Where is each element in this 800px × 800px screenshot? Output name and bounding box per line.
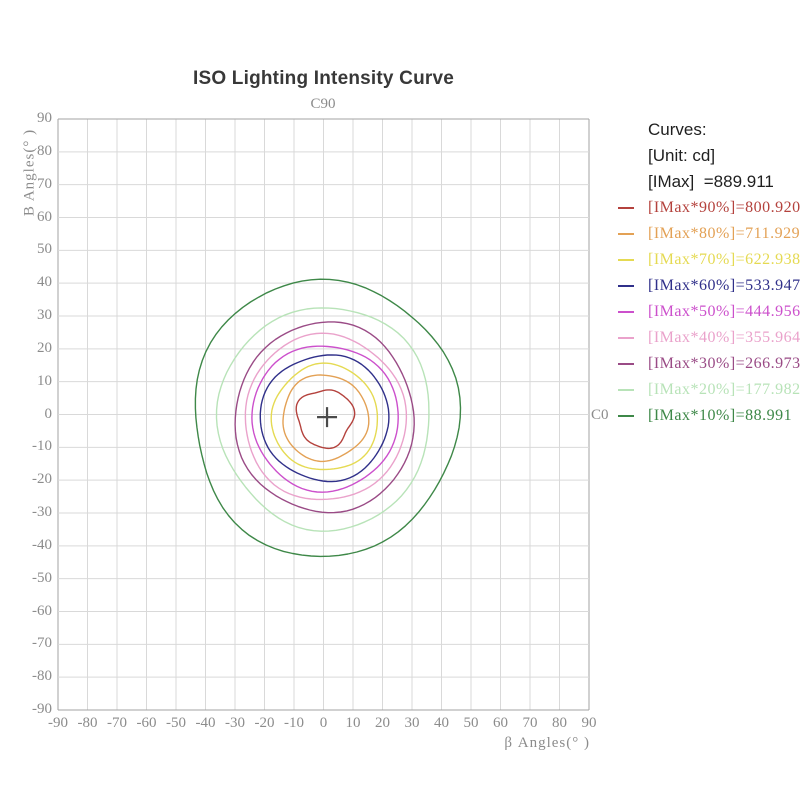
x-tick-label--60: -60 bbox=[136, 715, 157, 731]
x-tick-label-60: 60 bbox=[493, 715, 508, 731]
legend-swatch-line-icon bbox=[618, 233, 634, 235]
y-tick-label--50: -50 bbox=[32, 569, 52, 586]
y-tick-label-40: 40 bbox=[37, 274, 52, 291]
legend-swatch-line-icon bbox=[618, 207, 634, 209]
x-tick-label-10: 10 bbox=[345, 715, 361, 731]
legend-entries: [IMax*90%]=800.920 [IMax*80%]=711.929 [IMa… bbox=[616, 195, 800, 429]
y-tick-label-10: 10 bbox=[37, 372, 52, 389]
iso-curve-40pct bbox=[244, 332, 408, 501]
y-tick-label--10: -10 bbox=[32, 438, 52, 455]
iso-curve-80pct bbox=[282, 374, 370, 463]
legend-entry: [IMax*40%]=355.964 bbox=[616, 325, 800, 351]
y-tick-label--90: -90 bbox=[32, 701, 52, 717]
y-tick-label-30: 30 bbox=[37, 307, 52, 323]
legend-entry-label: [IMax*60%]=533.947 bbox=[648, 277, 800, 294]
iso-curve-50pct bbox=[251, 345, 399, 493]
x-tick-label--80: -80 bbox=[77, 715, 98, 731]
legend-entry-label: [IMax*70%]=622.938 bbox=[648, 251, 800, 268]
legend: Curves: [Unit: cd] [IMax] =889.911 [IMax… bbox=[616, 117, 800, 429]
iso-curve-70pct bbox=[270, 362, 379, 471]
legend-entry: [IMax*70%]=622.938 bbox=[616, 247, 800, 273]
x-tick-label-50: 50 bbox=[463, 715, 479, 731]
x-tick-label-30: 30 bbox=[404, 715, 420, 731]
y-tick-label--30: -30 bbox=[32, 504, 52, 520]
legend-swatch-line-icon bbox=[618, 389, 634, 391]
legend-swatch-line-icon bbox=[618, 337, 634, 339]
y-tick-label-70: 70 bbox=[37, 175, 52, 192]
legend-entry: [IMax*10%]=88.991 bbox=[616, 403, 800, 429]
c0-plane-label: C0 bbox=[591, 407, 609, 423]
y-tick-label--20: -20 bbox=[32, 471, 52, 488]
legend-entry-label: [IMax*20%]=177.982 bbox=[648, 381, 800, 398]
x-tick-label--10: -10 bbox=[284, 715, 304, 731]
legend-swatch-line-icon bbox=[618, 259, 634, 261]
legend-entry-label: [IMax*10%]=88.991 bbox=[648, 407, 793, 424]
y-tick-label--60: -60 bbox=[32, 602, 52, 619]
legend-entry: [IMax*60%]=533.947 bbox=[616, 273, 800, 299]
x-tick-label--50: -50 bbox=[166, 715, 186, 731]
x-tick-label-0: 0 bbox=[319, 715, 328, 731]
legend-entry: [IMax*90%]=800.920 bbox=[616, 195, 800, 221]
y-tick-label-80: 80 bbox=[37, 142, 52, 159]
x-tick-label-90: 90 bbox=[581, 715, 597, 731]
legend-unit-line: [Unit: cd] bbox=[648, 146, 716, 165]
x-axis-title: β Angles(° ) bbox=[504, 735, 590, 751]
x-tick-label-80: 80 bbox=[552, 715, 567, 731]
iso-curve-60pct bbox=[259, 354, 390, 483]
legend-swatch-line-icon bbox=[618, 363, 634, 365]
iso-curve-90pct bbox=[295, 389, 356, 450]
legend-entry-label: [IMax*40%]=355.964 bbox=[648, 329, 800, 346]
y-tick-label-50: 50 bbox=[37, 241, 52, 258]
legend-swatch-line-icon bbox=[618, 415, 634, 417]
iso-curve-20pct bbox=[215, 307, 430, 532]
y-tick-label--40: -40 bbox=[32, 536, 52, 553]
x-tick-label-20: 20 bbox=[375, 715, 390, 731]
legend-entry: [IMax*80%]=711.929 bbox=[616, 221, 800, 247]
iso-curve-30pct bbox=[234, 321, 415, 514]
x-tick-label-70: 70 bbox=[522, 715, 538, 731]
y-tick-label--80: -80 bbox=[32, 668, 52, 685]
legend-swatch-line-icon bbox=[618, 285, 634, 287]
y-tick-label-0: 0 bbox=[44, 405, 53, 422]
y-tick-label-90: 90 bbox=[37, 110, 52, 126]
y-tick-label-20: 20 bbox=[37, 339, 52, 356]
x-tick-label--20: -20 bbox=[254, 715, 275, 731]
x-tick-label--30: -30 bbox=[225, 715, 245, 731]
legend-heading: Curves: bbox=[648, 120, 707, 139]
legend-entry-label: [IMax*90%]=800.920 bbox=[648, 199, 800, 216]
legend-entry: [IMax*30%]=266.973 bbox=[616, 351, 800, 377]
legend-swatch-line-icon bbox=[618, 311, 634, 313]
legend-entry-label: [IMax*50%]=444.956 bbox=[648, 303, 800, 320]
x-tick-label-40: 40 bbox=[434, 715, 449, 731]
iso-curve-10pct bbox=[194, 278, 462, 558]
x-tick-label--70: -70 bbox=[107, 715, 127, 731]
legend-entry: [IMax*20%]=177.982 bbox=[616, 377, 800, 403]
legend-entry-label: [IMax*30%]=266.973 bbox=[648, 355, 800, 372]
y-tick-label--70: -70 bbox=[32, 635, 52, 652]
y-tick-label-60: 60 bbox=[37, 208, 52, 225]
c90-plane-label: C90 bbox=[310, 96, 336, 112]
x-tick-label--40: -40 bbox=[195, 715, 216, 731]
page-title: ISO Lighting Intensity Curve bbox=[192, 68, 455, 89]
legend-entry-label: [IMax*80%]=711.929 bbox=[648, 225, 800, 242]
legend-imax-line: [IMax] =889.911 bbox=[648, 172, 774, 191]
x-tick-label--90: -90 bbox=[48, 715, 68, 731]
legend-entry: [IMax*50%]=444.956 bbox=[616, 299, 800, 325]
